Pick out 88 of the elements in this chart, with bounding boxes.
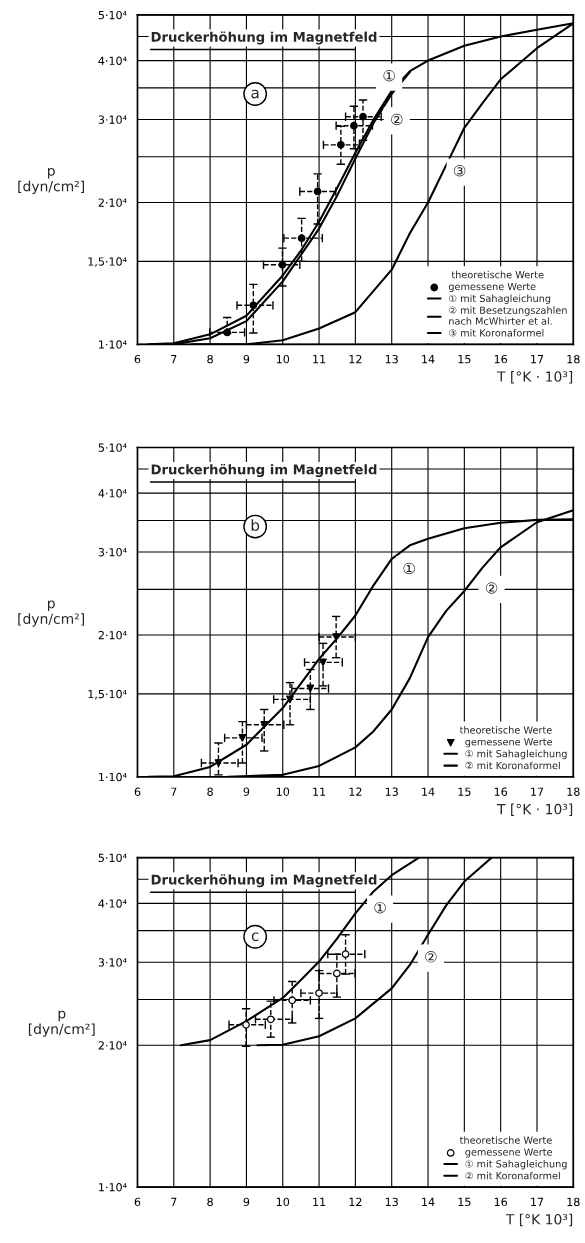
x-tick-label: 8 xyxy=(207,787,213,796)
x-tick-label: 18 xyxy=(567,1197,580,1207)
x-tick-label: 7 xyxy=(171,355,177,364)
legend-label: ② mit Koronaformel xyxy=(465,761,560,770)
legend-label: ① mit Sahagleichung xyxy=(465,749,567,760)
x-tick-label: 10 xyxy=(276,354,290,364)
x-tick-label: 18 xyxy=(567,787,580,796)
legend-label: ② mit Koronaformel xyxy=(465,1171,560,1180)
x-tick-label: 17 xyxy=(531,1197,544,1206)
x-tick-label: 8 xyxy=(207,1197,213,1207)
x-tick-label: 15 xyxy=(458,1197,471,1207)
legend-label: gemessene Werte xyxy=(465,738,553,748)
legend-title: theoretische Werte xyxy=(459,726,552,734)
x-tick-label: 17 xyxy=(531,355,544,364)
x-tick-label: 15 xyxy=(458,355,471,364)
annotation: ① xyxy=(383,70,395,82)
y-axis-title: p [dyn/cm²] xyxy=(18,600,84,627)
x-tick-label: 12 xyxy=(349,1197,362,1206)
x-tick-label: 9 xyxy=(243,787,250,796)
legend-label: ③ mit Koronaformel xyxy=(449,329,544,337)
annotation: ① xyxy=(374,901,386,914)
x-tick-label: 6 xyxy=(134,354,141,364)
x-axis-title: T [°K 10³] xyxy=(505,1213,573,1227)
legend-label: gemessene Werte xyxy=(465,1148,553,1158)
x-tick-label: 14 xyxy=(422,1197,435,1206)
legend-label: gemessene Werte xyxy=(448,282,536,293)
x-tick-label: 16 xyxy=(494,354,508,364)
y-tick-label: 1·10⁴ xyxy=(99,772,127,782)
y-tick-label: 5·10⁴ xyxy=(98,853,127,863)
y-tick-label: 4·10⁴ xyxy=(98,489,127,498)
x-tick-label: 13 xyxy=(385,354,398,364)
annotation: ③ xyxy=(453,165,466,177)
y-tick-label: 2·10⁴ xyxy=(98,630,127,640)
x-tick-label: 6 xyxy=(134,1197,141,1207)
y-tick-label: 1·10⁴ xyxy=(99,340,127,349)
x-tick-label: 14 xyxy=(422,355,435,364)
annotation: ② xyxy=(391,113,403,126)
annotation: ② xyxy=(425,951,437,963)
x-tick-label: 16 xyxy=(494,787,508,796)
legend-label: ① mit Sahagleichung xyxy=(465,1159,567,1170)
x-tick-label: 14 xyxy=(422,787,435,796)
y-tick-label: 2·10⁴ xyxy=(98,198,127,207)
y-axis-title: p [dyn/cm²] xyxy=(18,167,84,195)
x-tick-label: 13 xyxy=(385,1197,398,1207)
y-tick-label: 5·10⁴ xyxy=(98,443,127,452)
y-tick-label: 3·10⁴ xyxy=(98,115,127,124)
x-tick-label: 6 xyxy=(134,787,141,796)
y-tick-label: 4·10⁴ xyxy=(98,56,127,65)
x-tick-label: 15 xyxy=(458,787,471,796)
y-tick-label: 3·10⁴ xyxy=(98,958,127,967)
y-tick-label: 1·10⁴ xyxy=(99,1183,127,1192)
y-tick-label: 4·10⁴ xyxy=(98,899,127,908)
legend-title: theoretische Werte xyxy=(451,270,544,279)
x-tick-label: 11 xyxy=(313,1197,326,1206)
y-tick-label: 3·10⁴ xyxy=(98,548,127,557)
x-tick-label: 11 xyxy=(313,355,326,364)
x-tick-label: 7 xyxy=(171,787,177,796)
legend-title: theoretische Werte xyxy=(459,1136,552,1144)
y-axis-title: p [dyn/cm²] xyxy=(28,1010,95,1037)
x-axis-title: T [°K · 10³] xyxy=(496,803,573,816)
x-tick-label: 18 xyxy=(567,354,580,364)
x-tick-label: 12 xyxy=(349,787,362,796)
legend-label: ② mit Besetzungszahlen nach McWhirter et al. xyxy=(449,306,567,325)
x-tick-label: 10 xyxy=(276,1197,290,1207)
x-axis-title: T [°K · 10³] xyxy=(496,371,573,384)
annotation: c xyxy=(251,932,259,942)
x-tick-label: 13 xyxy=(385,787,398,796)
x-tick-label: 16 xyxy=(494,1197,508,1207)
text: Druckerhöhung im Magnetfeld xyxy=(151,464,377,478)
y-tick-label: 5·10⁴ xyxy=(98,10,127,20)
x-tick-label: 9 xyxy=(243,354,250,364)
annotation: ① xyxy=(403,562,415,575)
x-tick-label: 17 xyxy=(531,787,544,796)
x-tick-label: 10 xyxy=(276,787,290,796)
annotation: b xyxy=(251,519,260,531)
legend-label: ① mit Sahagleichung xyxy=(449,294,551,304)
y-tick-label: 2·10⁴ xyxy=(98,1041,127,1050)
x-tick-label: 9 xyxy=(243,1197,250,1207)
text: Druckerhöhung im Magnetfeld xyxy=(151,31,377,45)
x-tick-label: 8 xyxy=(207,354,213,364)
y-tick-label: 1,5·10⁴ xyxy=(88,257,127,267)
annotation: ② xyxy=(485,582,498,594)
x-tick-label: 11 xyxy=(313,787,326,796)
x-tick-label: 7 xyxy=(171,1197,177,1206)
x-tick-label: 12 xyxy=(349,354,362,364)
text: Druckerhöhung im Magnetfeld xyxy=(151,874,377,888)
y-tick-label: 1,5·10⁴ xyxy=(88,689,127,700)
annotation: a xyxy=(251,89,259,99)
